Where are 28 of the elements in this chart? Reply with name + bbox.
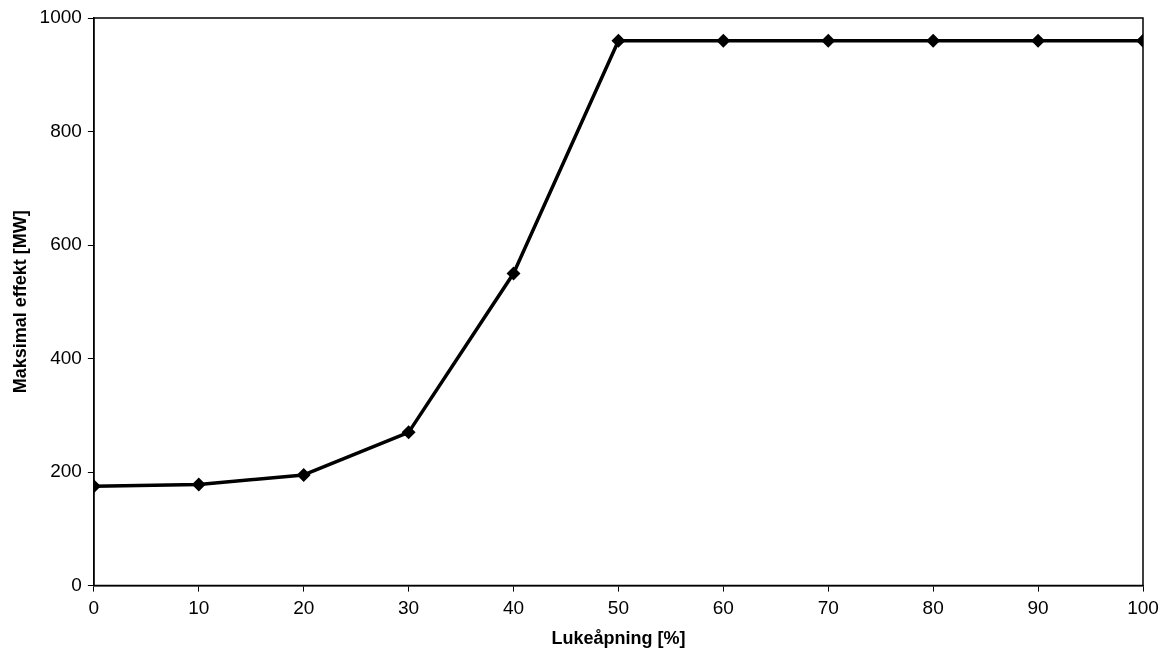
- x-tick-label: 100: [1127, 597, 1159, 619]
- point: [926, 34, 940, 47]
- x-tick-label: 0: [88, 597, 100, 619]
- x-tick-label: 90: [1027, 597, 1049, 619]
- y-axis-title: Maksimal effekt [MW]: [9, 210, 30, 394]
- x-tick-label: 40: [502, 597, 525, 619]
- x-tick-label: 60: [712, 597, 734, 619]
- point: [1031, 34, 1045, 47]
- y-tick-label: 200: [50, 460, 82, 482]
- x-tick-label: 80: [922, 597, 944, 619]
- x-tick-label: 50: [607, 597, 629, 619]
- y-tick-label: 600: [50, 233, 82, 255]
- point: [192, 478, 206, 491]
- x-tick-label: 20: [293, 597, 315, 619]
- x-tick-label: 10: [188, 597, 210, 619]
- point: [507, 267, 520, 280]
- x-tick-label: 70: [817, 597, 839, 619]
- point: [717, 34, 730, 47]
- x-tick-label: 30: [398, 597, 420, 619]
- point: [402, 426, 415, 439]
- y-tick-label: 400: [50, 346, 82, 368]
- point: [612, 34, 625, 47]
- point: [822, 34, 835, 47]
- x-axis-title: Lukeåpning [%]: [551, 628, 686, 649]
- y-tick-label: 1000: [39, 6, 82, 28]
- y-tick-label: 800: [50, 119, 82, 141]
- point: [297, 468, 310, 482]
- y-tick-label: 0: [71, 573, 82, 595]
